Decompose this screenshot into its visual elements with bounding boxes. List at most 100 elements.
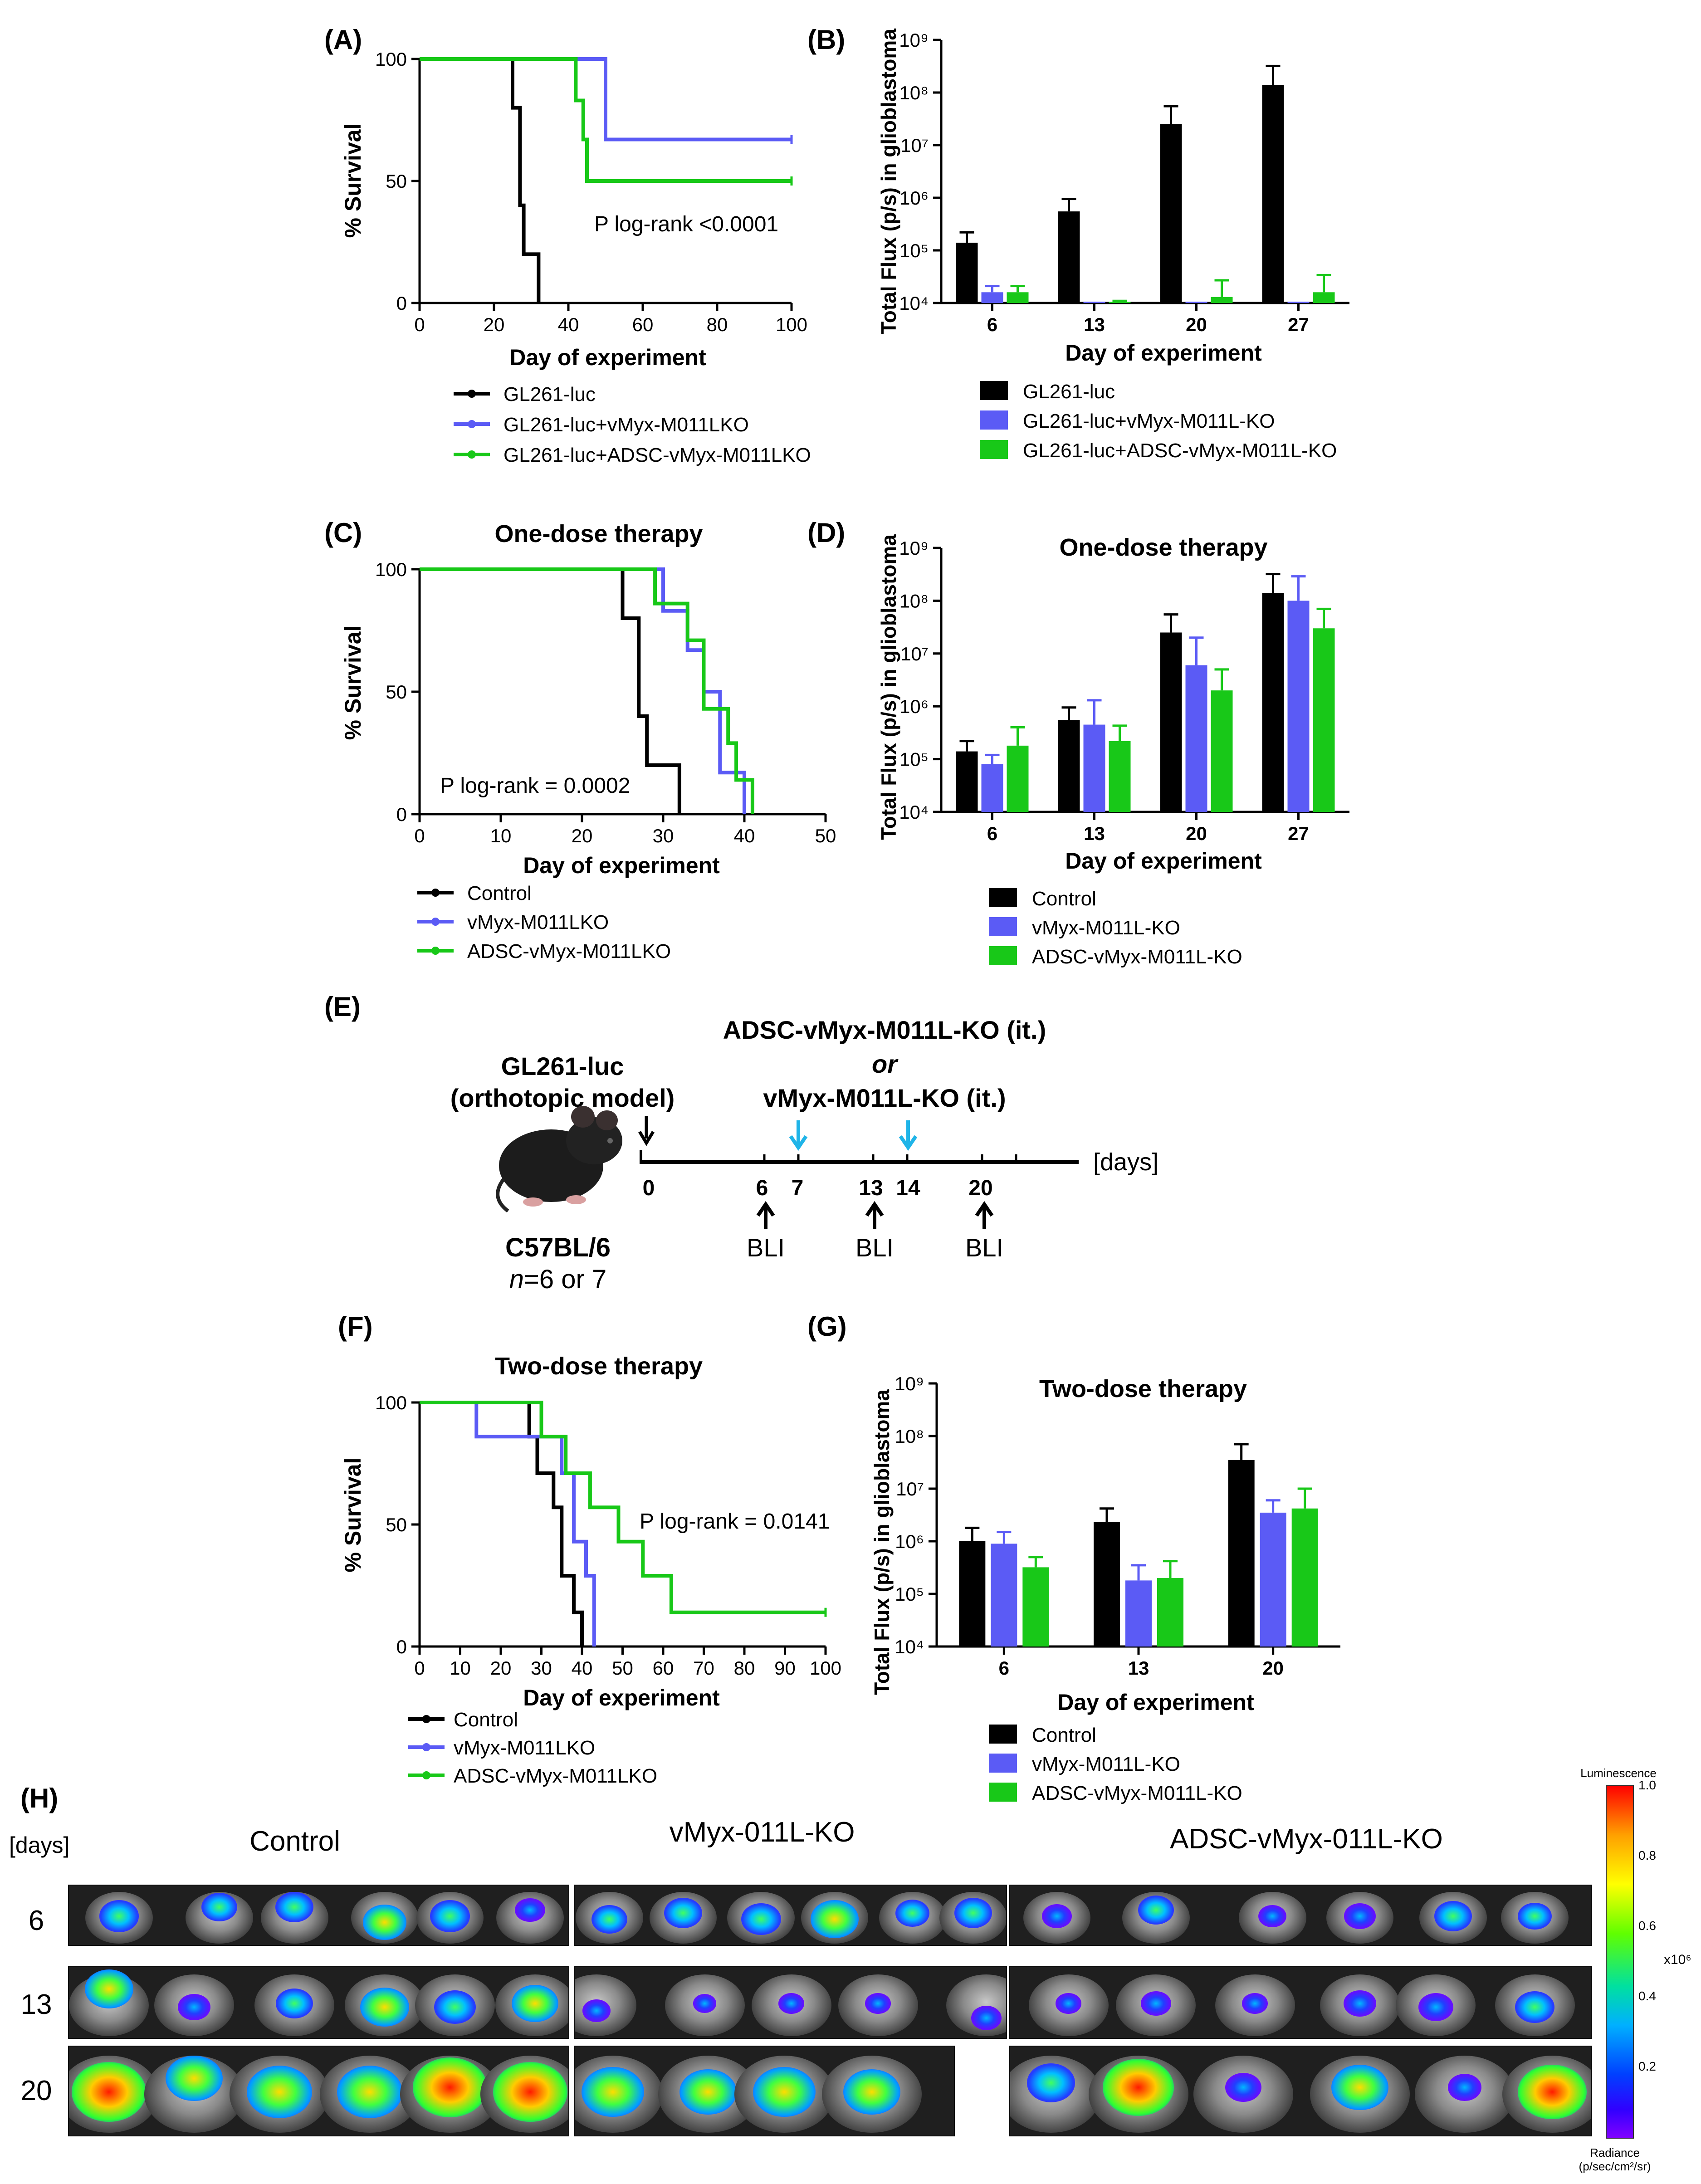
- luminescence-signal: [493, 2062, 567, 2122]
- colorbar-tick-1: 1.0: [1638, 1778, 1656, 1792]
- panel-g-ylabel: Total Flux (p/s) in glioblastoma: [870, 1389, 894, 1695]
- luminescence-signal: [512, 1984, 558, 2023]
- luminescence-signal: [1418, 1993, 1453, 2021]
- legend-a-2: GL261-luc+vMyx-M011LKO: [454, 414, 749, 436]
- km-curve-series-2: [420, 1401, 596, 1647]
- x-tick-label: 0: [414, 1657, 425, 1679]
- legend-b-2: GL261-luc+vMyx-M011L-KO: [980, 410, 1275, 432]
- bar-20-series-2: [1260, 1512, 1286, 1647]
- luminescence-signal: [434, 1990, 476, 2024]
- luminescence-signal: [1138, 1896, 1174, 1925]
- treatment-line-1: ADSC-vMyx-M011L-KO (it.): [723, 1016, 1046, 1044]
- bar-27-series-1: [1262, 593, 1284, 812]
- panel-f-xlabel: Day of experiment: [523, 1685, 720, 1710]
- legend-d-3-text: ADSC-vMyx-M011L-KO: [1032, 946, 1242, 968]
- panel-g-label: (G): [807, 1311, 847, 1342]
- km-curve-series-1: [420, 57, 541, 303]
- bar-27-series-3: [1313, 628, 1335, 812]
- colorbar-gradient: [1606, 1785, 1634, 2139]
- x-tick-label: 40: [572, 1657, 593, 1679]
- panel-d-legend: Control vMyx-M011L-KO ADSC-vMyx-M011L-KO: [989, 888, 1242, 968]
- luminescence-signal: [865, 1993, 891, 2014]
- luminescence-signal: [581, 2067, 645, 2117]
- panel-e: (E) GL261-luc (orthotopic model) ADSC-vM…: [324, 992, 1158, 1294]
- luminescence-signal: [664, 1898, 702, 1929]
- treatment-arrow-day7-icon: [789, 1120, 808, 1151]
- legend-a-3-text: GL261-luc+ADSC-vMyx-M011LKO: [503, 444, 811, 466]
- bar-20-series-3: [1211, 297, 1233, 303]
- n-label: n=6 or 7: [509, 1265, 606, 1294]
- y-tick-label: 10⁵: [899, 240, 929, 261]
- panel-g-title: Two-dose therapy: [1039, 1375, 1247, 1402]
- luminescence-signal: [591, 1905, 627, 1934]
- n-label-italic: n: [509, 1265, 524, 1294]
- x-tick-label: 20: [1186, 314, 1207, 335]
- luminescence-signal: [811, 1900, 859, 1939]
- row-label-day20: 20: [21, 2075, 52, 2106]
- bli-image-strip: [574, 1966, 1007, 2039]
- bli-image-strip: [68, 2046, 569, 2136]
- panel-a-plot: 0 50 100 0 20 40 60 80 100: [375, 49, 807, 335]
- panel-f: (F) Two-dose therapy 0 50 100 0 10 20 30 40 50 60…: [338, 1311, 841, 1787]
- bli-label-day20: BLI: [965, 1233, 1003, 1262]
- legend-g-2: vMyx-M011L-KO: [989, 1753, 1180, 1775]
- y-tick-label: 10⁸: [899, 590, 929, 611]
- legend-b-1: GL261-luc: [980, 381, 1115, 403]
- y-tick-label: 10⁴: [899, 293, 929, 314]
- colorbar-tick-02: 0.2: [1638, 2059, 1656, 2073]
- luminescence-signal: [753, 2067, 816, 2117]
- x-tick-label: 0: [414, 314, 425, 335]
- y-tick-label: 10⁶: [899, 187, 929, 209]
- panel-f-legend: Control vMyx-M011LKO ADSC-vMyx-M011LKO: [408, 1709, 657, 1787]
- legend-g-1-text: Control: [1032, 1724, 1096, 1746]
- treatment-arrow-day14-icon: [899, 1120, 918, 1151]
- bli-label-day6: BLI: [747, 1233, 785, 1262]
- panel-a-ylabel: % Survival: [340, 123, 366, 238]
- y-tick-label: 10⁷: [896, 1478, 924, 1500]
- x-tick-label: 50: [815, 825, 836, 846]
- panel-g-legend: Control vMyx-M011L-KO ADSC-vMyx-M011L-KO: [989, 1724, 1242, 1804]
- legend-g-2-text: vMyx-M011L-KO: [1032, 1753, 1180, 1775]
- luminescence-signal: [201, 1892, 238, 1921]
- luminescence-signal: [275, 1891, 313, 1922]
- luminescence-signal: [1258, 1905, 1287, 1928]
- bar-27-series-2: [1287, 302, 1310, 303]
- bli-arrow-day6-icon: [756, 1201, 775, 1229]
- x-tick-label: 27: [1288, 314, 1309, 335]
- panel-b-legend: GL261-luc GL261-luc+vMyx-M011L-KO GL261-…: [980, 381, 1337, 462]
- x-tick-label: 80: [734, 1657, 755, 1679]
- bar-13-series-2: [1125, 1580, 1152, 1647]
- luminescence-signal: [895, 1899, 930, 1927]
- x-tick-label: 13: [1084, 314, 1105, 335]
- panel-a-legend: GL261-luc GL261-luc+vMyx-M011LKO GL261-l…: [454, 383, 811, 466]
- luminescence-signal: [246, 2066, 313, 2118]
- bar-13-series-1: [1058, 720, 1080, 812]
- luminescence-signal: [412, 2057, 487, 2117]
- luminescence-signal: [1518, 1902, 1552, 1930]
- legend-c-1: Control: [417, 882, 532, 904]
- timeline-tick-13: 13: [859, 1176, 883, 1200]
- y-tick-label: 50: [386, 171, 407, 192]
- row-label-day13: 13: [21, 1989, 52, 2020]
- panel-h-label: (H): [20, 1783, 58, 1813]
- tumor-injection-arrow-icon: [638, 1116, 655, 1146]
- bli-image-strip: [1009, 1966, 1592, 2039]
- x-tick-label: 100: [810, 1657, 841, 1679]
- x-tick-label: 10: [490, 825, 512, 846]
- x-tick-label: 0: [414, 825, 425, 846]
- luminescence-signal: [679, 2069, 737, 2115]
- panel-b-label: (B): [807, 24, 845, 55]
- bar-6-series-2: [981, 292, 1003, 303]
- y-tick-label: 10⁸: [895, 1426, 924, 1447]
- luminescence-signal: [276, 1989, 313, 2018]
- timeline-tick-0: 0: [643, 1176, 655, 1200]
- panel-d-title: One-dose therapy: [1059, 534, 1267, 561]
- panel-c-plot: 0 50 100 0 10 20 30 40 50: [375, 559, 836, 846]
- bar-27-series-1: [1262, 85, 1284, 303]
- panel-a: (A) 0 50 100 0 20 40 60 80 100 % Survival Day of…: [324, 24, 811, 466]
- panel-a-xlabel: Day of experiment: [509, 345, 706, 370]
- panel-c-xlabel: Day of experiment: [523, 853, 720, 878]
- bar-13-series-1: [1094, 1522, 1120, 1647]
- timeline-tick-14: 14: [896, 1176, 920, 1200]
- panel-b-plot: 10⁴ 10⁵ 10⁶ 10⁷ 10⁸ 10⁹ 6 13 20 27: [899, 29, 1349, 335]
